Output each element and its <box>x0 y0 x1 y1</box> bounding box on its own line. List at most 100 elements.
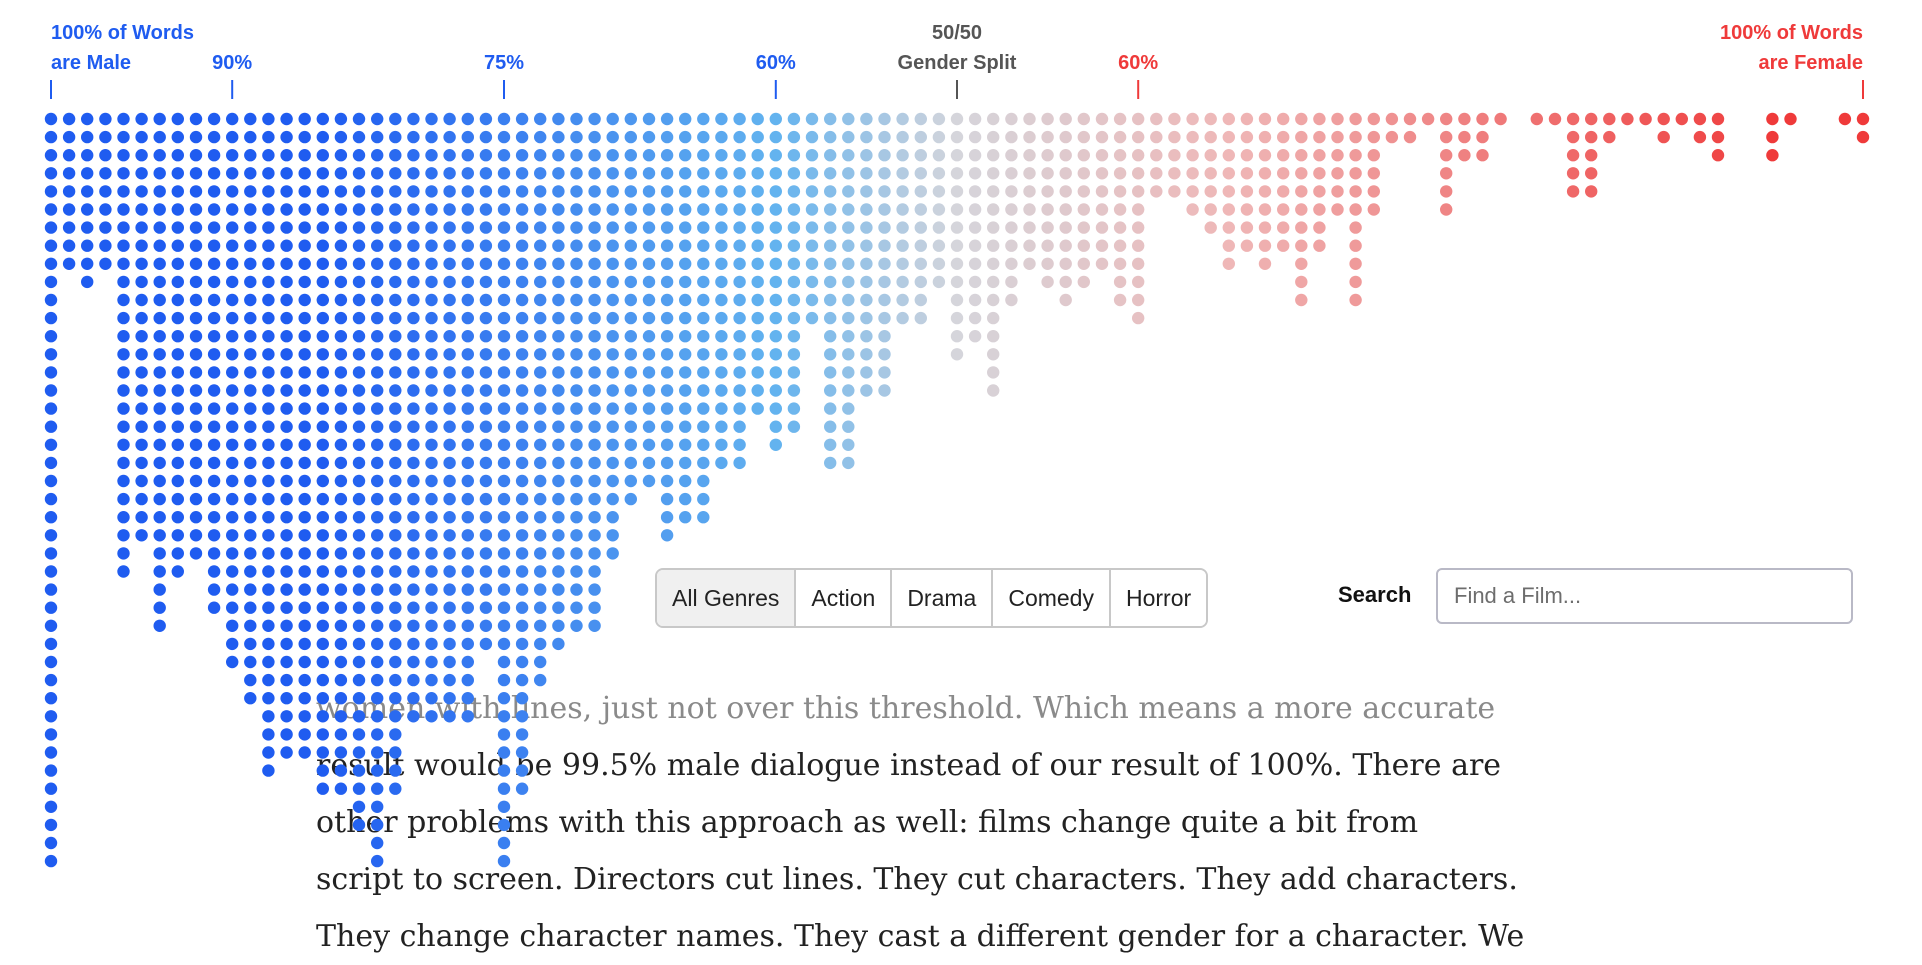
film-dot[interactable] <box>226 565 239 578</box>
film-dot[interactable] <box>117 529 130 542</box>
film-dot[interactable] <box>679 185 692 198</box>
film-dot[interactable] <box>606 330 619 343</box>
film-dot[interactable] <box>461 420 474 433</box>
film-dot[interactable] <box>425 239 438 252</box>
film-dot[interactable] <box>189 185 203 198</box>
film-dot[interactable] <box>1277 112 1290 126</box>
film-dot[interactable] <box>642 456 656 470</box>
film-dot[interactable] <box>135 112 148 126</box>
film-dot[interactable] <box>606 366 619 379</box>
film-dot[interactable] <box>99 185 112 198</box>
film-dot[interactable] <box>1385 130 1399 144</box>
film-dot[interactable] <box>171 547 184 560</box>
film-dot[interactable] <box>787 366 801 379</box>
film-dot[interactable] <box>171 348 184 361</box>
film-dot[interactable] <box>171 366 184 379</box>
film-dot[interactable] <box>679 293 692 307</box>
film-dot[interactable] <box>479 185 493 198</box>
film-dot[interactable] <box>497 474 511 488</box>
film-dot[interactable] <box>334 637 348 651</box>
film-dot[interactable] <box>389 257 402 270</box>
film-dot[interactable] <box>570 293 583 307</box>
film-dot[interactable] <box>316 293 329 307</box>
film-dot[interactable] <box>968 257 982 270</box>
film-dot[interactable] <box>896 149 909 162</box>
film-dot[interactable] <box>371 330 384 343</box>
film-dot[interactable] <box>334 474 348 488</box>
film-dot[interactable] <box>515 565 529 578</box>
film-dot[interactable] <box>1277 185 1290 198</box>
film-dot[interactable] <box>534 167 547 180</box>
film-dot[interactable] <box>371 565 384 578</box>
film-dot[interactable] <box>298 167 311 180</box>
film-dot[interactable] <box>280 348 293 361</box>
film-dot[interactable] <box>1132 130 1145 144</box>
film-dot[interactable] <box>896 239 909 252</box>
film-dot[interactable] <box>588 239 601 252</box>
film-dot[interactable] <box>352 637 366 651</box>
film-dot[interactable] <box>389 492 402 506</box>
film-dot[interactable] <box>1258 221 1272 234</box>
film-dot[interactable] <box>715 167 728 180</box>
film-dot[interactable] <box>135 402 148 415</box>
film-dot[interactable] <box>371 185 384 198</box>
film-dot[interactable] <box>515 511 529 524</box>
film-dot[interactable] <box>389 221 402 234</box>
film-dot[interactable] <box>334 511 348 524</box>
film-dot[interactable] <box>443 366 456 379</box>
film-dot[interactable] <box>606 257 619 270</box>
film-dot[interactable] <box>117 330 130 343</box>
film-dot[interactable] <box>352 529 366 542</box>
film-dot[interactable] <box>1277 130 1290 144</box>
film-dot[interactable] <box>189 275 203 289</box>
film-dot[interactable] <box>1113 293 1127 307</box>
film-dot[interactable] <box>1059 239 1072 252</box>
film-dot[interactable] <box>189 456 203 470</box>
film-dot[interactable] <box>371 420 384 433</box>
film-dot[interactable] <box>334 149 348 162</box>
film-dot[interactable] <box>1458 130 1471 144</box>
film-dot[interactable] <box>352 130 366 144</box>
film-dot[interactable] <box>479 456 493 470</box>
film-dot[interactable] <box>515 601 529 614</box>
film-dot[interactable] <box>1440 112 1453 126</box>
film-dot[interactable] <box>62 185 76 198</box>
film-dot[interactable] <box>1041 149 1054 162</box>
film-dot[interactable] <box>44 275 58 289</box>
film-dot[interactable] <box>1313 149 1326 162</box>
film-dot[interactable] <box>371 366 384 379</box>
film-dot[interactable] <box>515 130 529 144</box>
film-dot[interactable] <box>407 673 420 687</box>
film-dot[interactable] <box>968 311 982 325</box>
film-dot[interactable] <box>352 257 366 270</box>
film-dot[interactable] <box>171 239 184 252</box>
film-dot[interactable] <box>280 130 293 144</box>
film-dot[interactable] <box>443 673 456 687</box>
film-dot[interactable] <box>1476 149 1489 162</box>
film-dot[interactable] <box>896 167 909 180</box>
film-dot[interactable] <box>371 239 384 252</box>
film-dot[interactable] <box>715 456 728 470</box>
film-dot[interactable] <box>189 257 203 270</box>
film-dot[interactable] <box>751 167 764 180</box>
film-dot[interactable] <box>552 257 565 270</box>
film-dot[interactable] <box>1440 185 1453 198</box>
film-dot[interactable] <box>515 112 529 126</box>
film-dot[interactable] <box>805 203 819 216</box>
film-dot[interactable] <box>1403 112 1417 126</box>
film-dot[interactable] <box>1693 112 1707 126</box>
film-dot[interactable] <box>316 221 329 234</box>
film-dot[interactable] <box>606 492 619 506</box>
film-dot[interactable] <box>842 167 855 180</box>
film-dot[interactable] <box>534 402 547 415</box>
film-dot[interactable] <box>316 438 329 451</box>
film-dot[interactable] <box>1132 167 1145 180</box>
film-dot[interactable] <box>642 257 656 270</box>
film-dot[interactable] <box>624 311 637 325</box>
film-dot[interactable] <box>1150 185 1163 198</box>
film-dot[interactable] <box>624 185 637 198</box>
film-dot[interactable] <box>642 384 656 397</box>
film-dot[interactable] <box>280 330 293 343</box>
film-dot[interactable] <box>733 311 746 325</box>
film-dot[interactable] <box>552 402 565 415</box>
